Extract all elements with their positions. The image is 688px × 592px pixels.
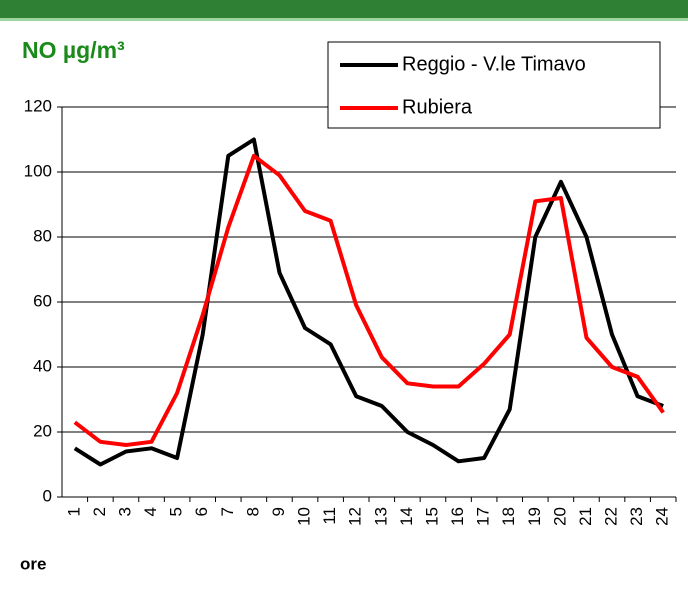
series-line — [73, 137, 664, 467]
chart-title: NO µg/m³ — [22, 37, 125, 63]
x-tick-label: 10 — [295, 507, 314, 526]
x-tick-label: 22 — [602, 507, 621, 526]
y-tick-label: 20 — [33, 421, 52, 440]
x-tick-label: 20 — [550, 507, 569, 526]
y-tick-label: 80 — [33, 226, 52, 245]
y-tick-label: 0 — [43, 486, 52, 505]
x-tick-label: 12 — [346, 507, 365, 526]
x-tick-label: 13 — [371, 507, 390, 526]
legend-label: Reggio - V.le Timavo — [402, 53, 586, 75]
x-tick-label: 21 — [576, 507, 595, 526]
x-tick-label: 14 — [397, 507, 416, 526]
x-tick-label: 19 — [525, 507, 544, 526]
y-tick-label: 60 — [33, 291, 52, 310]
y-tick-label: 100 — [24, 161, 52, 180]
x-tick-label: 16 — [448, 507, 467, 526]
series-line — [73, 153, 665, 447]
x-tick-label: 11 — [320, 507, 339, 525]
x-tick-label: 1 — [64, 507, 83, 516]
legend-box — [327, 41, 661, 129]
x-tick-label: 18 — [499, 507, 518, 526]
x-tick-label: 2 — [90, 507, 109, 516]
x-tick-label: 4 — [141, 507, 160, 516]
x-tick-label: 5 — [167, 507, 186, 516]
x-tick-label: 24 — [653, 507, 672, 526]
x-tick-label: 6 — [192, 507, 211, 516]
header-bar — [0, 0, 688, 18]
legend-label: Rubiera — [402, 96, 473, 118]
header-stripe — [0, 18, 688, 21]
x-axis-label: ore — [20, 554, 46, 573]
x-tick-label: 23 — [627, 507, 646, 526]
x-tick-label: 3 — [115, 507, 134, 516]
y-tick-label: 120 — [24, 96, 52, 115]
x-tick-label: 9 — [269, 507, 288, 516]
x-tick-label: 17 — [474, 507, 493, 526]
x-tick-label: 8 — [243, 507, 262, 516]
y-tick-label: 40 — [33, 356, 52, 375]
x-tick-label: 7 — [218, 507, 237, 516]
x-tick-label: 15 — [422, 507, 441, 526]
